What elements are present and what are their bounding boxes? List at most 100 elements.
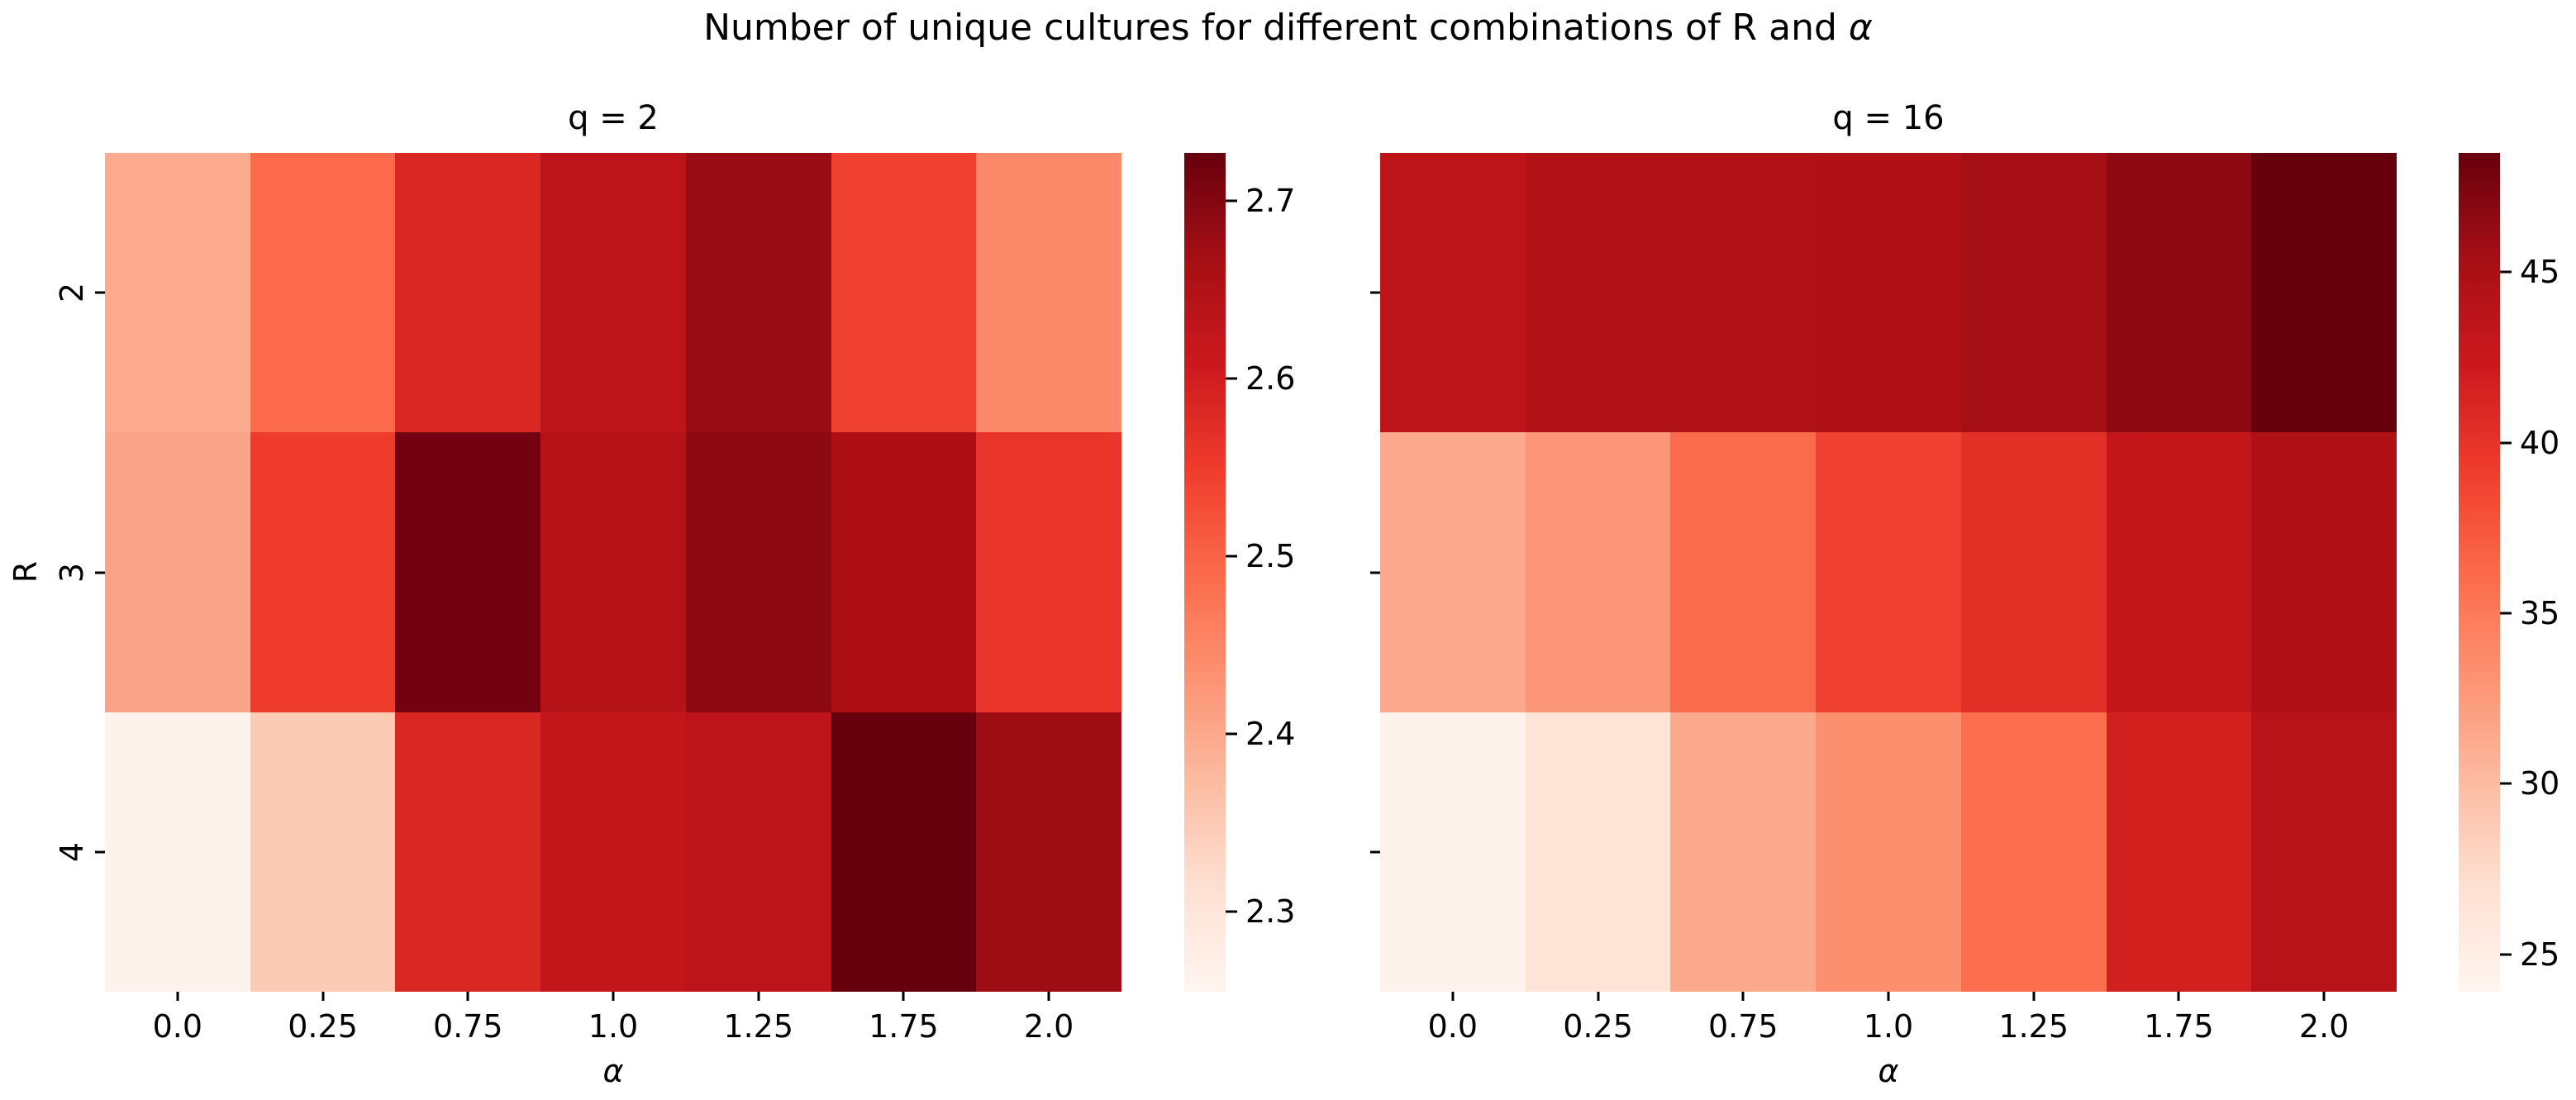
heatmap-cell-r1-c4 xyxy=(685,432,831,712)
x-tick-label: 1.75 xyxy=(869,1008,939,1045)
colorbar-tick-mark xyxy=(2500,441,2512,445)
heatmap-cell-r0-c2 xyxy=(395,153,541,433)
heatmap-cell-r0-c5 xyxy=(831,153,977,433)
heatmap-cell-r0-c6 xyxy=(2251,153,2397,433)
subplot-title-q2: q = 2 xyxy=(568,99,659,137)
heatmap-cell-r1-c0 xyxy=(105,432,250,712)
colorbar-tick-label: 2.3 xyxy=(1245,893,1296,931)
heatmap-q2 xyxy=(105,153,1121,992)
x-axis-label-q16: α xyxy=(1878,1053,1899,1089)
y-axis-ticks-q16 xyxy=(1322,153,1380,992)
heatmap-q16 xyxy=(1380,153,2397,992)
colorbar-tick-mark xyxy=(2500,953,2512,956)
heatmap-cell-r2-c3 xyxy=(540,712,686,992)
x-tick-label: 0.75 xyxy=(432,1008,503,1045)
x-tick-label: 1.25 xyxy=(1998,1008,2069,1045)
x-tick-label: 1.0 xyxy=(588,1008,639,1045)
y-tick-mark xyxy=(1370,291,1380,294)
colorbar-q16 xyxy=(2459,153,2500,992)
heatmap-cell-r0-c1 xyxy=(1525,153,1671,433)
x-tick-mark xyxy=(2177,992,2180,1001)
colorbar-q2 xyxy=(1184,153,1226,992)
x-tick-mark xyxy=(1597,992,1600,1001)
colorbar-tick-label: 2.4 xyxy=(1245,716,1296,753)
heatmap-cell-r2-c2 xyxy=(1670,712,1817,992)
y-tick-mark xyxy=(1370,571,1380,574)
colorbar-tick-label: 25 xyxy=(2520,936,2560,973)
heatmap-cell-r1-c4 xyxy=(1960,432,2107,712)
colorbar-tick-label: 40 xyxy=(2520,424,2560,461)
x-tick-mark xyxy=(902,992,905,1001)
colorbar-ticks-q16: 45 40 35 30 25 xyxy=(2500,153,2576,992)
colorbar-tick-label: 2.5 xyxy=(1245,538,1296,575)
x-axis-label-q2: α xyxy=(602,1053,624,1089)
heatmap-cell-r1-c0 xyxy=(1380,432,1526,712)
heatmap-cell-r1-c1 xyxy=(250,432,396,712)
colorbar-tick-mark xyxy=(2500,782,2512,785)
x-tick-mark xyxy=(1741,992,1745,1001)
heatmap-cell-r2-c5 xyxy=(2106,712,2252,992)
heatmap-cell-r1-c5 xyxy=(2106,432,2252,712)
x-tick-mark xyxy=(1047,992,1050,1001)
heatmap-cell-r0-c1 xyxy=(250,153,396,433)
x-tick-mark xyxy=(466,992,469,1001)
heatmap-cell-r0-c4 xyxy=(1960,153,2107,433)
x-tick-label: 0.25 xyxy=(1563,1008,1633,1045)
heatmap-grid-q2 xyxy=(105,153,1121,992)
y-tick-mark xyxy=(1370,850,1380,854)
heatmap-cell-r2-c0 xyxy=(105,712,250,992)
x-tick-label: 1.25 xyxy=(723,1008,794,1045)
colorbar-tick-mark xyxy=(1226,732,1237,736)
heatmap-cell-r2-c4 xyxy=(1960,712,2107,992)
heatmap-cell-r1-c6 xyxy=(976,432,1121,712)
heatmap-cell-r1-c6 xyxy=(2251,432,2397,712)
figure-title-text: Number of unique cultures for different … xyxy=(703,7,1849,49)
x-tick-mark xyxy=(2032,992,2036,1001)
x-axis-ticks-q2: 0.0 0.25 0.75 1.0 1.25 1.75 2.0 xyxy=(105,992,1121,1058)
colorbar-tick-label: 2.7 xyxy=(1245,183,1296,220)
colorbar-tick-mark xyxy=(1226,199,1237,202)
y-axis-label: R xyxy=(7,560,44,583)
x-axis-ticks-q16: 0.0 0.25 0.75 1.0 1.25 1.75 2.0 xyxy=(1380,992,2397,1058)
y-tick-label: 2 xyxy=(54,283,90,303)
x-tick-mark xyxy=(757,992,760,1001)
heatmap-cell-r2-c1 xyxy=(250,712,396,992)
x-tick-label: 0.25 xyxy=(288,1008,358,1045)
figure-title-alpha-symbol: α xyxy=(1848,7,1873,49)
heatmap-cell-r2-c6 xyxy=(976,712,1121,992)
y-axis-ticks-q2: 2 3 4 xyxy=(47,153,105,992)
colorbar-tick-mark xyxy=(1226,910,1237,913)
heatmap-cell-r1-c3 xyxy=(540,432,686,712)
colorbar-tick-label: 35 xyxy=(2520,595,2560,631)
x-tick-label: 1.0 xyxy=(1863,1008,1914,1045)
x-tick-mark xyxy=(1887,992,1890,1001)
heatmap-cell-r2-c1 xyxy=(1525,712,1671,992)
colorbar-tick-mark xyxy=(1226,377,1237,380)
x-tick-mark xyxy=(1451,992,1455,1001)
y-tick-label: 3 xyxy=(54,562,90,583)
heatmap-cell-r0-c0 xyxy=(1380,153,1526,433)
y-tick-label: 4 xyxy=(54,841,90,862)
x-tick-label: 0.0 xyxy=(1427,1008,1478,1045)
heatmap-cell-r2-c6 xyxy=(2251,712,2397,992)
heatmap-cell-r0-c6 xyxy=(976,153,1121,433)
y-tick-mark xyxy=(95,571,105,574)
x-tick-label: 1.75 xyxy=(2144,1008,2214,1045)
x-tick-mark xyxy=(321,992,325,1001)
x-tick-label: 0.0 xyxy=(152,1008,203,1045)
heatmap-cell-r0-c5 xyxy=(2106,153,2252,433)
colorbar-tick-label: 2.6 xyxy=(1245,360,1296,398)
heatmap-cell-r1-c2 xyxy=(395,432,541,712)
heatmap-cell-r1-c1 xyxy=(1525,432,1671,712)
heatmap-cell-r0-c3 xyxy=(1816,153,1961,433)
heatmap-grid-q16 xyxy=(1380,153,2397,992)
y-tick-mark xyxy=(95,850,105,854)
heatmap-cell-r2-c4 xyxy=(685,712,831,992)
x-tick-mark xyxy=(176,992,179,1001)
heatmap-cell-r0-c3 xyxy=(540,153,686,433)
figure-title: Number of unique cultures for different … xyxy=(0,7,2576,49)
colorbar-tick-mark xyxy=(1226,555,1237,558)
heatmap-cell-r0-c2 xyxy=(1670,153,1817,433)
heatmap-cell-r2-c5 xyxy=(831,712,977,992)
